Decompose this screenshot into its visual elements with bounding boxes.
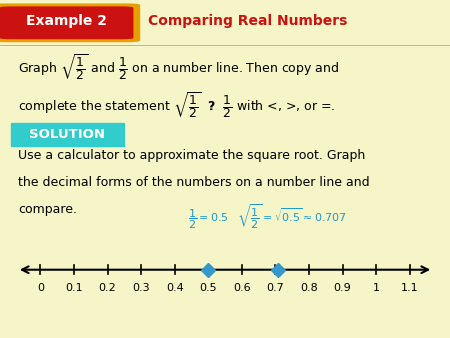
Text: 0.3: 0.3 — [132, 283, 150, 293]
Text: 0.7: 0.7 — [266, 283, 284, 293]
Text: 1: 1 — [373, 283, 379, 293]
FancyBboxPatch shape — [0, 4, 140, 42]
Text: 0.4: 0.4 — [166, 283, 184, 293]
Text: 0.1: 0.1 — [65, 283, 83, 293]
Text: 0.5: 0.5 — [199, 283, 217, 293]
Text: Graph $\sqrt{\dfrac{1}{2}}$ and $\dfrac{1}{2}$ on a number line. Then copy and: Graph $\sqrt{\dfrac{1}{2}}$ and $\dfrac{… — [18, 52, 339, 81]
Text: 0.6: 0.6 — [233, 283, 251, 293]
Text: compare.: compare. — [18, 203, 77, 216]
Text: Use a calculator to approximate the square root. Graph: Use a calculator to approximate the squa… — [18, 149, 365, 162]
Text: Comparing Real Numbers: Comparing Real Numbers — [148, 14, 348, 28]
Text: 0.8: 0.8 — [300, 283, 318, 293]
Text: 0.2: 0.2 — [99, 283, 117, 293]
Text: the decimal forms of the numbers on a number line and: the decimal forms of the numbers on a nu… — [18, 176, 369, 189]
Text: SOLUTION: SOLUTION — [30, 128, 105, 141]
Text: $\dfrac{1}{2} = 0.5$: $\dfrac{1}{2} = 0.5$ — [188, 207, 229, 231]
Text: 0.9: 0.9 — [333, 283, 351, 293]
Text: Example 2: Example 2 — [26, 14, 107, 28]
FancyBboxPatch shape — [11, 123, 124, 146]
Text: 0: 0 — [37, 283, 44, 293]
Text: $\sqrt{\dfrac{1}{2}} = \sqrt{0.5} \approx 0.707$: $\sqrt{\dfrac{1}{2}} = \sqrt{0.5} \appro… — [237, 202, 346, 231]
FancyBboxPatch shape — [0, 7, 133, 39]
Text: 1.1: 1.1 — [401, 283, 418, 293]
Text: complete the statement $\sqrt{\dfrac{1}{2}}\ \ \mathbf{?}\ \ \dfrac{1}{2}$ with : complete the statement $\sqrt{\dfrac{1}{… — [18, 90, 336, 120]
